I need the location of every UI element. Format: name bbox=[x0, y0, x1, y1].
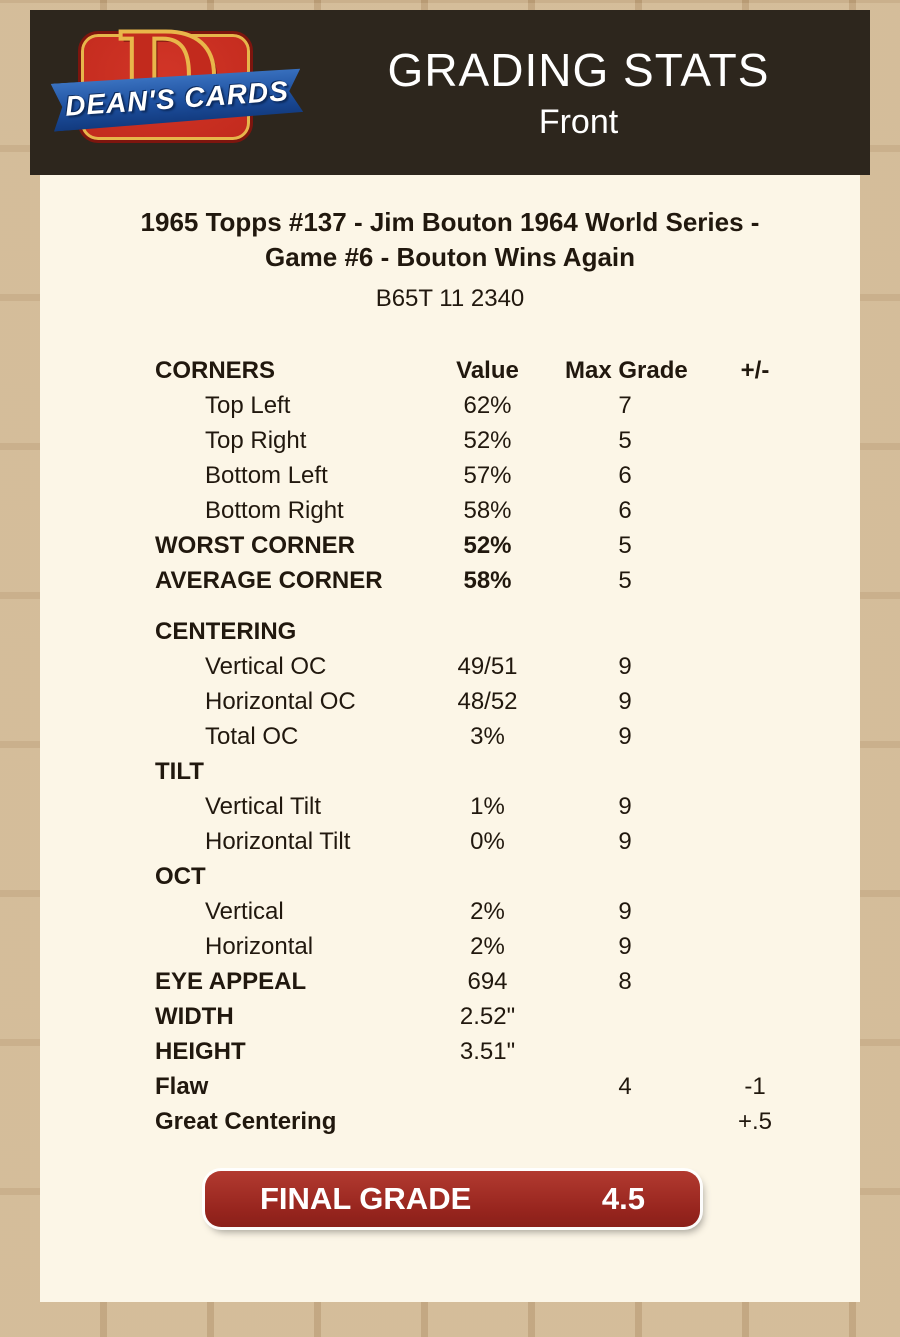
row-max-grade: 9 bbox=[618, 932, 632, 960]
row-max-grade: 9 bbox=[618, 687, 632, 715]
row-value: 52% bbox=[463, 531, 512, 559]
col-header-plus-minus: +/- bbox=[740, 356, 770, 384]
header-bar: D DEAN'S CARDS GRADING STATS Front bbox=[30, 6, 870, 175]
row-max-grade: 9 bbox=[618, 897, 632, 925]
row-label: WORST CORNER bbox=[155, 531, 355, 559]
row-label: EYE APPEAL bbox=[155, 967, 307, 995]
header-text-block: GRADING STATS Front bbox=[317, 43, 870, 142]
row-value: 49/51 bbox=[457, 652, 518, 680]
table-row: Vertical Tilt 1% 9 bbox=[40, 789, 860, 824]
row-value: 48/52 bbox=[457, 687, 518, 715]
table-row: Great Centering +.5 bbox=[40, 1104, 860, 1139]
row-label: HEIGHT bbox=[155, 1037, 246, 1065]
table-row: Vertical OC 49/51 9 bbox=[40, 649, 860, 684]
table-row: Total OC 3% 9 bbox=[40, 719, 860, 754]
grading-report-panel: 1965 Topps #137 - Jim Bouton 1964 World … bbox=[40, 175, 860, 1302]
row-label: CENTERING bbox=[155, 617, 297, 645]
row-value: 62% bbox=[463, 391, 512, 419]
row-label: WIDTH bbox=[155, 1002, 234, 1030]
table-row: EYE APPEAL 694 8 bbox=[40, 964, 860, 999]
row-label: Top Left bbox=[205, 391, 291, 419]
row-max-grade: 6 bbox=[618, 461, 632, 489]
table-row: Top Left 62% 7 bbox=[40, 388, 860, 423]
row-value: 3.51" bbox=[459, 1037, 516, 1065]
row-adjustment: -1 bbox=[744, 1072, 766, 1100]
row-max-grade: 9 bbox=[618, 827, 632, 855]
table-row: HEIGHT 3.51" bbox=[40, 1034, 860, 1069]
row-value: 2.52" bbox=[459, 1002, 516, 1030]
page-subtitle: Front bbox=[538, 103, 619, 141]
card-serial-number: B65T 11 2340 bbox=[375, 285, 525, 312]
row-max-grade: 8 bbox=[618, 967, 632, 995]
final-grade-label: FINAL GRADE bbox=[260, 1181, 472, 1216]
row-max-grade: 9 bbox=[618, 652, 632, 680]
row-max-grade: 7 bbox=[618, 391, 632, 419]
row-max-grade: 6 bbox=[618, 496, 632, 524]
table-header-row: CORNERS Value Max Grade +/- bbox=[40, 353, 860, 388]
grading-stats-table: CORNERS Value Max Grade +/- Top Left 62% 7… bbox=[40, 353, 860, 1139]
row-value: 2% bbox=[470, 932, 505, 960]
row-max-grade: 9 bbox=[618, 722, 632, 750]
row-label: Vertical bbox=[205, 897, 284, 925]
table-row: Vertical 2% 9 bbox=[40, 894, 860, 929]
row-label: Total OC bbox=[205, 722, 299, 750]
table-row: TILT bbox=[40, 754, 860, 789]
row-label: Vertical OC bbox=[205, 652, 327, 680]
row-value: 0% bbox=[470, 827, 505, 855]
table-row: Horizontal 2% 9 bbox=[40, 929, 860, 964]
table-row: WORST CORNER 52% 5 bbox=[40, 528, 860, 563]
row-value: 57% bbox=[463, 461, 512, 489]
table-row: AVERAGE CORNER 58% 5 bbox=[40, 563, 860, 598]
row-label: Horizontal Tilt bbox=[205, 827, 351, 855]
table-row: WIDTH 2.52" bbox=[40, 999, 860, 1034]
row-label: AVERAGE CORNER bbox=[155, 566, 383, 594]
deans-cards-logo: D DEAN'S CARDS bbox=[52, 6, 317, 163]
row-max-grade: 5 bbox=[618, 531, 632, 559]
row-label: Bottom Right bbox=[205, 496, 344, 524]
page-title: GRADING STATS bbox=[387, 44, 770, 96]
row-max-grade: 5 bbox=[618, 426, 632, 454]
table-row: Horizontal OC 48/52 9 bbox=[40, 684, 860, 719]
row-label: Horizontal bbox=[205, 932, 314, 960]
card-title-line2: Game #6 - Bouton Wins Again bbox=[264, 242, 636, 272]
row-max-grade: 9 bbox=[618, 792, 632, 820]
row-label: Great Centering bbox=[155, 1107, 337, 1135]
row-value: 58% bbox=[463, 566, 512, 594]
table-row: Flaw 4 -1 bbox=[40, 1069, 860, 1104]
card-title-line1: 1965 Topps #137 - Jim Bouton 1964 World … bbox=[140, 207, 760, 237]
row-value: 58% bbox=[463, 496, 512, 524]
row-value: 52% bbox=[463, 426, 512, 454]
row-label: OCT bbox=[155, 862, 206, 890]
row-adjustment: +.5 bbox=[737, 1107, 773, 1135]
table-row: Top Right 52% 5 bbox=[40, 423, 860, 458]
row-max-grade: 5 bbox=[618, 566, 632, 594]
row-value: 1% bbox=[470, 792, 505, 820]
row-value: 2% bbox=[470, 897, 505, 925]
col-header-max-grade: Max Grade bbox=[565, 356, 688, 384]
row-label: Bottom Left bbox=[205, 461, 328, 489]
col-header-corners: CORNERS bbox=[155, 356, 276, 384]
row-label: Vertical Tilt bbox=[205, 792, 322, 820]
logo-brand-text: DEAN'S CARDS bbox=[64, 74, 290, 122]
table-row: Bottom Right 58% 6 bbox=[40, 493, 860, 528]
final-grade-badge: FINAL GRADE 4.5 bbox=[205, 1171, 700, 1227]
table-row: OCT bbox=[40, 859, 860, 894]
row-label: Flaw bbox=[155, 1072, 209, 1100]
row-label: Top Right bbox=[205, 426, 307, 454]
row-value: 694 bbox=[467, 967, 508, 995]
table-row: CENTERING bbox=[40, 614, 860, 649]
row-max-grade: 4 bbox=[618, 1072, 632, 1100]
table-row: Horizontal Tilt 0% 9 bbox=[40, 824, 860, 859]
row-label: TILT bbox=[155, 757, 204, 785]
row-value: 3% bbox=[470, 722, 505, 750]
table-row: Bottom Left 57% 6 bbox=[40, 458, 860, 493]
final-grade-value: 4.5 bbox=[601, 1181, 645, 1216]
col-header-value: Value bbox=[456, 356, 519, 384]
row-label: Horizontal OC bbox=[205, 687, 356, 715]
